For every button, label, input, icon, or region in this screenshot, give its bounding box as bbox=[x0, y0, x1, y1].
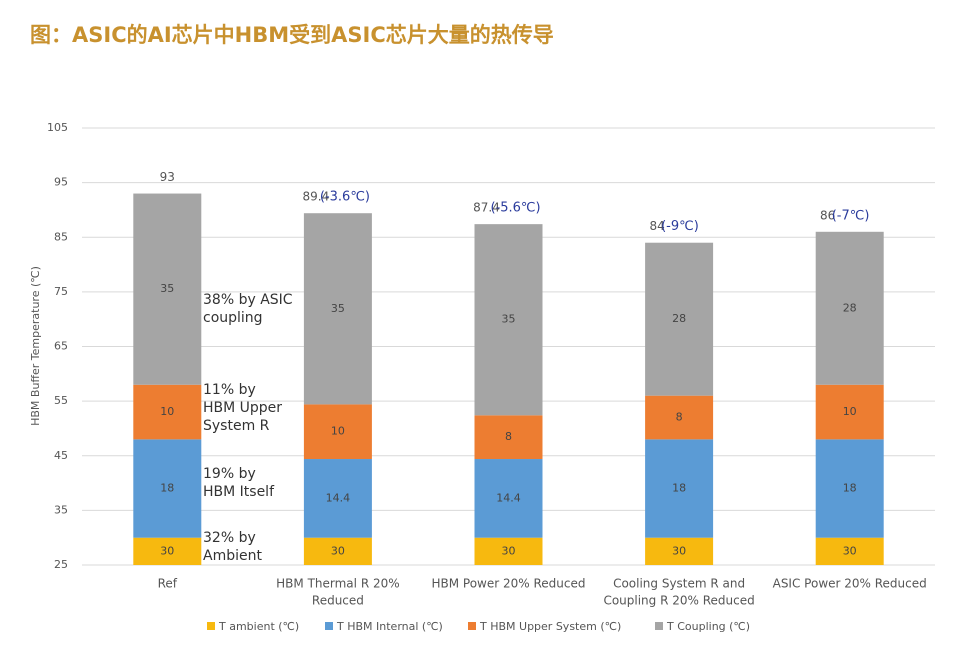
x-tick-label: Cooling System R and bbox=[613, 577, 745, 591]
bar-segment bbox=[474, 537, 543, 565]
x-tick-label: Reduced bbox=[312, 594, 364, 608]
bar-segment bbox=[303, 213, 372, 405]
legend-swatch bbox=[207, 622, 215, 630]
legend-swatch bbox=[325, 622, 333, 630]
annotation: HBM Itself bbox=[203, 484, 275, 500]
bar-segment bbox=[474, 415, 543, 460]
annotation: 32% by bbox=[203, 530, 256, 546]
bar-segment bbox=[645, 537, 714, 565]
segment-label: 10 bbox=[843, 405, 857, 418]
y-tick-label: 75 bbox=[54, 285, 68, 298]
bar-segment bbox=[645, 395, 714, 440]
y-tick-label: 35 bbox=[54, 503, 68, 516]
delta-label: (-9℃) bbox=[661, 219, 699, 234]
bar-segment bbox=[815, 537, 884, 565]
delta-label: (-5.6℃) bbox=[491, 201, 541, 216]
y-axis-label: HBM Buffer Temperature (℃) bbox=[29, 266, 42, 426]
annotation: Ambient bbox=[203, 548, 262, 564]
y-tick-label: 25 bbox=[54, 558, 68, 571]
x-tick-label: Coupling R 20% Reduced bbox=[603, 594, 754, 608]
segment-label: 30 bbox=[502, 544, 516, 557]
bar-segment bbox=[133, 384, 202, 440]
segment-label: 28 bbox=[672, 312, 686, 325]
segment-label: 14.4 bbox=[326, 491, 351, 504]
segment-label: 18 bbox=[843, 482, 857, 495]
bar-segment bbox=[303, 404, 372, 460]
bar-segment bbox=[303, 459, 372, 538]
bar-segment bbox=[133, 193, 202, 385]
legend-swatch bbox=[655, 622, 663, 630]
segment-label: 28 bbox=[843, 301, 857, 314]
bar-segment bbox=[815, 384, 884, 440]
bar-segment bbox=[815, 231, 884, 385]
legend-label: T HBM Internal (℃) bbox=[336, 620, 443, 633]
segment-label: 35 bbox=[331, 302, 345, 315]
y-tick-label: 95 bbox=[54, 176, 68, 189]
x-tick-label: ASIC Power 20% Reduced bbox=[773, 577, 927, 591]
y-tick-label: 55 bbox=[54, 394, 68, 407]
annotation: System R bbox=[203, 418, 270, 434]
x-tick-label: Ref bbox=[158, 577, 178, 591]
annotation: HBM Upper bbox=[203, 400, 282, 416]
annotation: 19% by bbox=[203, 466, 256, 482]
bar-segment bbox=[645, 242, 714, 396]
x-tick-label: HBM Power 20% Reduced bbox=[431, 577, 585, 591]
y-tick-label: 65 bbox=[54, 340, 68, 353]
segment-label: 30 bbox=[843, 544, 857, 557]
delta-label: (-3.6℃) bbox=[320, 190, 370, 205]
segment-label: 35 bbox=[160, 282, 174, 295]
chart-title: 图：ASIC的AI芯片中HBM受到ASIC芯片大量的热传导 bbox=[30, 23, 554, 47]
segment-label: 30 bbox=[160, 544, 174, 557]
segment-label: 14.4 bbox=[496, 491, 521, 504]
legend-label: T ambient (℃) bbox=[218, 620, 299, 633]
segment-label: 30 bbox=[331, 544, 345, 557]
y-tick-label: 105 bbox=[47, 121, 68, 134]
segment-label: 10 bbox=[331, 425, 345, 438]
legend-label: T HBM Upper System (℃) bbox=[479, 620, 621, 633]
bar-segment bbox=[303, 537, 372, 565]
y-tick-label: 45 bbox=[54, 449, 68, 462]
total-label: 89.4 bbox=[303, 190, 330, 204]
annotation: 38% by ASIC bbox=[203, 292, 293, 308]
segment-label: 35 bbox=[502, 313, 516, 326]
delta-label: (-7℃) bbox=[832, 208, 870, 223]
segment-label: 18 bbox=[672, 482, 686, 495]
bar-segment bbox=[133, 439, 202, 538]
bar-segment bbox=[133, 537, 202, 565]
segment-label: 8 bbox=[505, 430, 512, 443]
total-label: 87.4 bbox=[473, 201, 500, 215]
bar-segment bbox=[815, 439, 884, 538]
annotation: 11% by bbox=[203, 382, 256, 398]
y-tick-label: 85 bbox=[54, 230, 68, 243]
legend-swatch bbox=[468, 622, 476, 630]
segment-label: 18 bbox=[160, 482, 174, 495]
annotation: coupling bbox=[203, 310, 263, 326]
total-label: 86 bbox=[820, 208, 835, 222]
segment-label: 10 bbox=[160, 405, 174, 418]
x-tick-label: HBM Thermal R 20% bbox=[276, 577, 399, 591]
total-label: 93 bbox=[160, 170, 175, 184]
bar-segment bbox=[474, 224, 543, 416]
total-label: 84 bbox=[649, 219, 664, 233]
bar-segment bbox=[645, 439, 714, 538]
bar-segment bbox=[474, 459, 543, 538]
segment-label: 8 bbox=[676, 411, 683, 424]
segment-label: 30 bbox=[672, 544, 686, 557]
legend-label: T Coupling (℃) bbox=[666, 620, 750, 633]
